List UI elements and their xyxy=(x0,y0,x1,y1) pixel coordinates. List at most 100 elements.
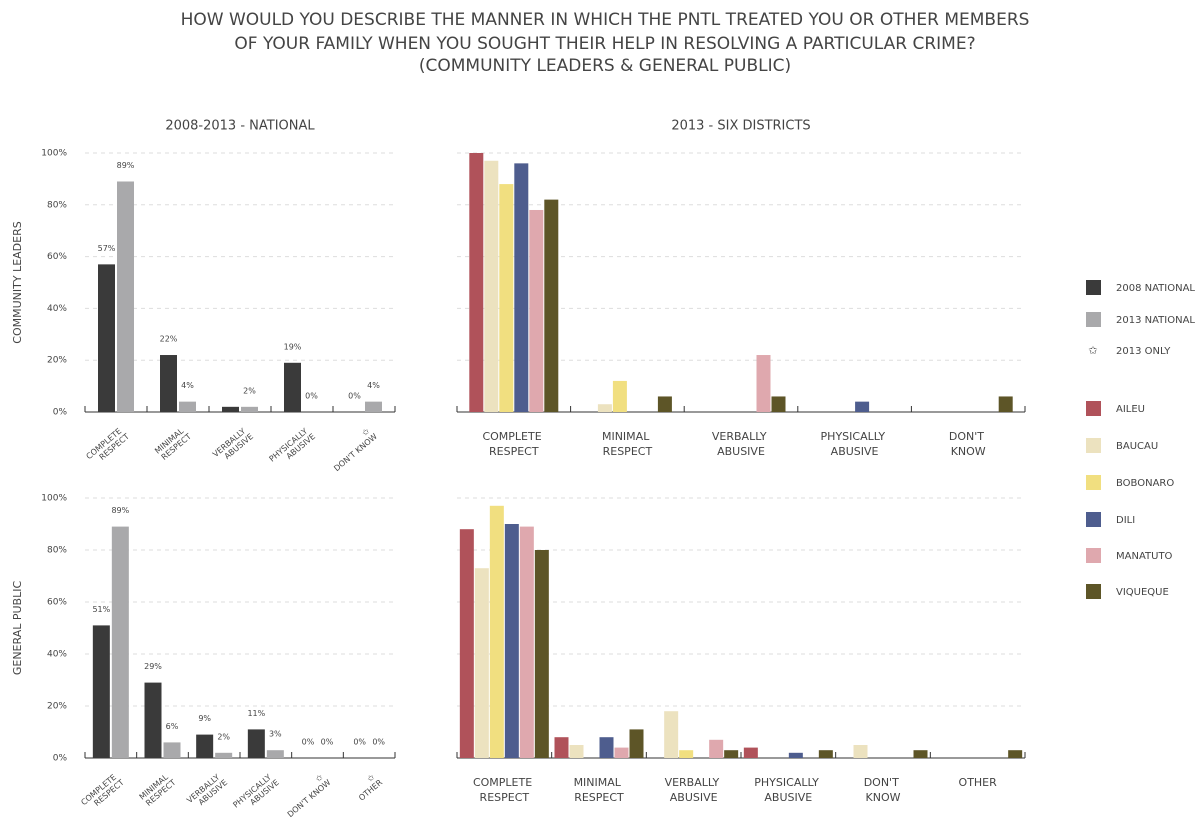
bar xyxy=(92,625,110,758)
y-tick-label: 0% xyxy=(53,754,68,764)
label-line: RESPECT xyxy=(480,791,530,804)
x-tick-label: DON'T KNOW xyxy=(949,430,988,458)
label-line: ABUSIVE xyxy=(670,791,718,804)
value-label: 4% xyxy=(181,381,194,390)
label-line: RESPECT xyxy=(603,445,653,458)
value-label: 9% xyxy=(198,714,211,723)
bar xyxy=(504,524,519,758)
legend-label: VIQUEQUE xyxy=(1116,587,1169,598)
bar xyxy=(998,396,1013,412)
x-tick-label: COMPLETE RESPECT xyxy=(79,770,126,813)
y-tick-label: 40% xyxy=(47,304,67,314)
y-tick-label: 100% xyxy=(41,494,67,504)
x-tick-label: VERBALLY ABUSIVE xyxy=(211,425,255,466)
legend-swatch xyxy=(1086,548,1101,563)
label-line: DON'T KNOW xyxy=(332,431,379,472)
y-tick-label: 100% xyxy=(41,149,67,159)
bar xyxy=(284,362,301,412)
value-label: 2% xyxy=(217,732,230,741)
bar xyxy=(818,750,833,758)
legend-swatch xyxy=(1086,312,1101,327)
bar xyxy=(459,529,474,758)
x-tick-label: ✩ DON'T KNOW xyxy=(280,771,333,819)
bar xyxy=(913,750,928,758)
label-line: ABUSIVE xyxy=(717,445,765,458)
x-tick-label: ✩ DON'T KNOW xyxy=(326,425,379,473)
x-tick-label: OTHER xyxy=(959,776,998,789)
value-label: 89% xyxy=(117,161,135,170)
title-line: HOW WOULD YOU DESCRIBE THE MANNER IN WHI… xyxy=(181,10,1030,30)
legend-swatch xyxy=(1086,280,1101,295)
label-line: MINIMAL xyxy=(574,776,625,789)
x-tick-label: MINIMAL RESPECT xyxy=(137,770,177,808)
legend-label: AILEU xyxy=(1116,404,1145,415)
bar xyxy=(743,747,758,758)
label-line: KNOW xyxy=(866,791,901,804)
bar xyxy=(469,153,484,412)
legend-swatch xyxy=(1086,475,1101,490)
bar xyxy=(222,406,239,412)
label-line: RESPECT xyxy=(489,445,539,458)
bar xyxy=(629,729,644,758)
y-tick-label: 60% xyxy=(47,252,67,262)
label-line: DON'T xyxy=(864,776,903,789)
y-tick-label: 40% xyxy=(47,650,67,660)
bar xyxy=(657,396,672,412)
label-line: KNOW xyxy=(951,445,986,458)
label-line: DON'T xyxy=(949,430,988,443)
label-line: DON'T KNOW xyxy=(285,777,332,818)
bar xyxy=(599,737,614,758)
title-line: OF YOUR FAMILY WHEN YOU SOUGHT THEIR HEL… xyxy=(234,34,975,54)
legend-swatch xyxy=(1086,584,1101,599)
bar xyxy=(247,729,265,758)
bar xyxy=(160,355,177,412)
x-tick-label: VERBALLY ABUSIVE xyxy=(665,776,723,804)
y-tick-label: 20% xyxy=(47,356,67,366)
bar xyxy=(489,505,504,758)
bar xyxy=(1008,750,1023,758)
legend-swatch xyxy=(1086,401,1101,416)
label-line: ABUSIVE xyxy=(831,445,879,458)
value-label: 11% xyxy=(247,709,265,718)
bar xyxy=(215,752,233,758)
x-tick-label: MINIMAL RESPECT xyxy=(574,776,625,804)
value-label: 0% xyxy=(302,738,315,747)
chart-title: 2008-2013 - NATIONAL xyxy=(165,119,315,134)
bar xyxy=(788,752,803,758)
bar xyxy=(569,745,584,758)
bar xyxy=(771,396,786,412)
bar xyxy=(499,184,514,412)
value-label: 22% xyxy=(160,335,178,344)
y-axis-label: COMMUNITY LEADERS xyxy=(11,221,24,343)
legend-swatch xyxy=(1086,512,1101,527)
label-line: ABUSIVE xyxy=(764,791,812,804)
legend-symbol: ✩ xyxy=(1088,344,1097,357)
title-line: (COMMUNITY LEADERS & GENERAL PUBLIC) xyxy=(419,56,791,76)
label-line: PHYSICALLY xyxy=(754,776,822,789)
x-tick-label: PHYSICALLY ABUSIVE xyxy=(754,776,822,804)
legend-label: BOBONARO xyxy=(1116,478,1174,489)
bar xyxy=(612,380,627,412)
bar xyxy=(756,355,771,412)
bar xyxy=(534,550,549,758)
value-label: 4% xyxy=(367,381,380,390)
bar xyxy=(474,568,489,758)
legend-label: 2013 NATIONAL xyxy=(1116,315,1195,326)
y-tick-label: 60% xyxy=(47,598,67,608)
bar xyxy=(554,737,569,758)
bar xyxy=(709,739,724,758)
label-line: VERBALLY xyxy=(712,430,770,443)
bar xyxy=(724,750,739,758)
x-tick-label: COMPLETE RESPECT xyxy=(84,424,131,467)
y-axis-label: GENERAL PUBLIC xyxy=(11,581,24,676)
bar xyxy=(241,406,258,412)
x-tick-label: PHYSICALLY ABUSIVE xyxy=(231,771,281,817)
value-label: 0% xyxy=(353,738,366,747)
value-label: 51% xyxy=(92,605,110,614)
label-line: COMPLETE xyxy=(482,430,545,443)
value-label: 0% xyxy=(372,738,385,747)
bar xyxy=(853,745,868,758)
x-tick-label: VERBALLY ABUSIVE xyxy=(712,430,770,458)
label-line: PHYSICALLY xyxy=(821,430,889,443)
